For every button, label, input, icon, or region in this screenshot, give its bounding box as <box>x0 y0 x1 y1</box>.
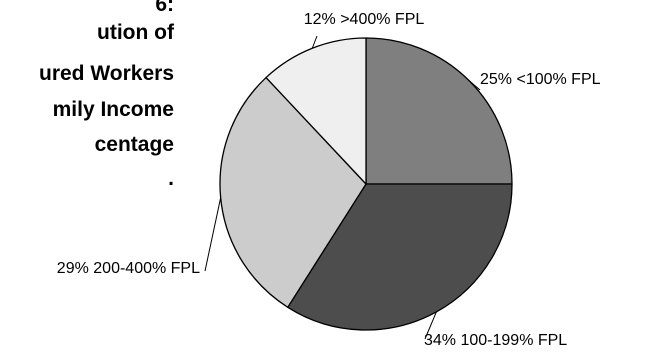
pie-slice-2 <box>287 183 513 331</box>
leader-line-2 <box>424 311 437 340</box>
chart-title: 6: ution of ured Workers mily Income cen… <box>0 0 200 200</box>
pie-slice-4 <box>265 37 367 185</box>
pie-slice-1 <box>365 37 513 185</box>
leader-line-3 <box>204 197 222 272</box>
pie-slices <box>219 37 513 331</box>
title-line-2: ution of <box>97 21 174 44</box>
title-line-5: centage <box>94 133 174 156</box>
title-line-6: . <box>168 167 174 190</box>
title-line-3: ured Workers <box>39 62 174 85</box>
slice-label-1: 25% <100% FPL <box>480 71 601 88</box>
slice-labels: 25% <100% FPL 34% 100-199% FPL 29% 200-400… <box>57 11 601 349</box>
title-line-4: mily Income <box>52 98 174 121</box>
leader-lines <box>204 35 481 340</box>
title-line-1: 6: <box>155 0 174 16</box>
leader-line-4 <box>311 35 318 49</box>
slice-label-3: 29% 200-400% FPL <box>57 260 200 277</box>
slice-label-2: 34% 100-199% FPL <box>424 332 567 349</box>
slice-label-4: 12% >400% FPL <box>304 11 425 28</box>
pie-slice-3 <box>219 76 367 308</box>
leader-line-1 <box>468 80 481 91</box>
